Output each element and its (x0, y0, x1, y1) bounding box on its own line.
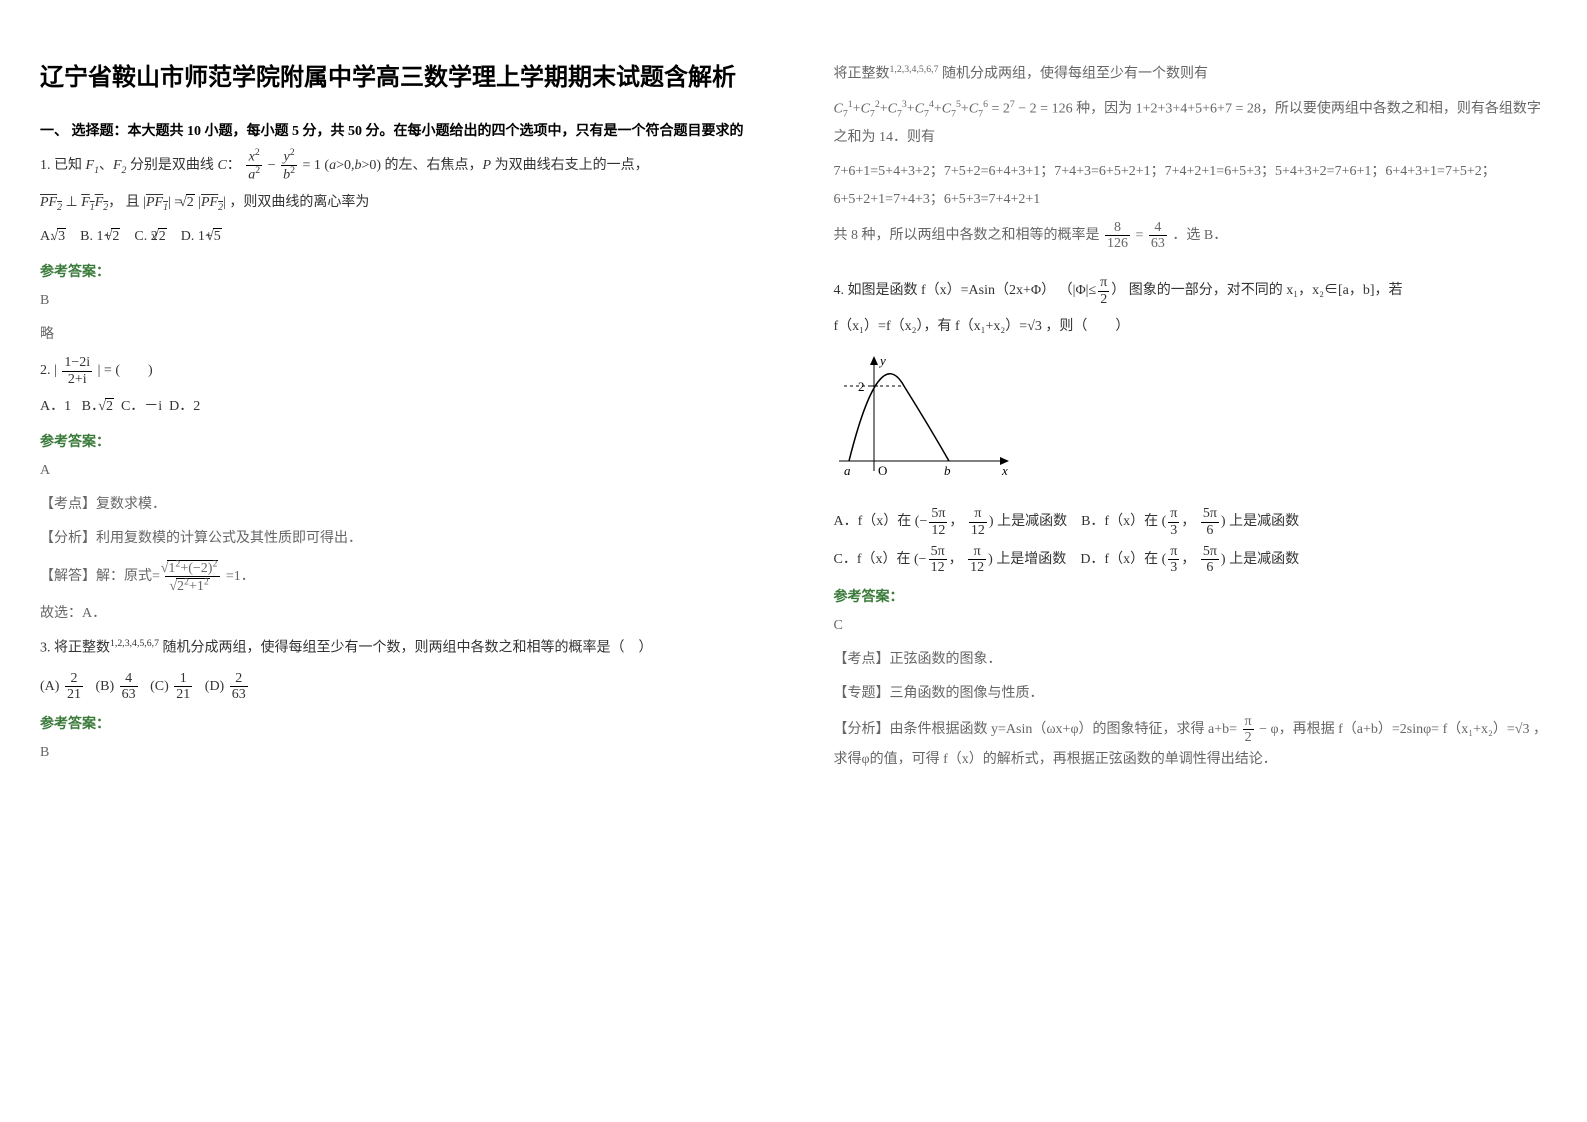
svg-text:y: y (878, 353, 886, 368)
page-title: 辽宁省鞍山市师范学院附属中学高三数学理上学期期末试题含解析 (40, 60, 754, 96)
svg-text:b: b (944, 463, 951, 478)
q4-stem: 4. 如图是函数 f（x）=Asin（2x+Φ） （|Φ|≤π2） 图象的一部分… (834, 275, 1548, 341)
svg-text:O: O (878, 463, 887, 478)
q2-options: A．1 B．2 C．－i D．2 (40, 393, 754, 421)
answer-label: 参考答案： (834, 586, 1548, 606)
answer-label: 参考答案： (40, 261, 754, 281)
svg-text:a: a (844, 463, 851, 478)
sine-figure: y x 2 a O b (834, 351, 1548, 496)
q1-stem: 1. 已知 F1、F2 分别是双曲线 C： x2a2 − y2b2 = 1 (a… (40, 148, 754, 251)
q2-stem: 2. | 1−2i2+i | = ( ) A．1 B．2 C．－i D．2 (40, 355, 754, 421)
q4-options: A．f（x）在 (−5π12， π12) 上是减函数 B．f（x）在 (π3， … (834, 506, 1548, 576)
q4-answer: C 【考点】正弦函数的图象． 【专题】三角函数的图像与性质． 【分析】由条件根据… (834, 612, 1548, 774)
q1-options: A. 3 B. 1+2 C. 22 D. 1+5 (40, 223, 754, 251)
answer-label: 参考答案： (40, 713, 754, 733)
q3-stem: 3. 将正整数1,2,3,4,5,6,7 随机分成两组，使得每组至少有一个数，则… (40, 634, 754, 702)
q3-solution: 将正整数1,2,3,4,5,6,7 随机分成两组，使得每组至少有一个数则有 C7… (834, 60, 1548, 251)
section-1-label: 一、 选择题：本大题共 10 小题，每小题 5 分，共 50 分。在每小题给出的… (40, 120, 754, 140)
q3-answer-letter: B (40, 739, 754, 767)
q1-answer: B 略 (40, 287, 754, 349)
answer-label: 参考答案： (40, 431, 754, 451)
svg-text:x: x (1001, 463, 1008, 478)
q3-options: (A) 221 (B) 463 (C) 121 (D) 263 (40, 671, 754, 703)
q2-answer: A 【考点】复数求模． 【分析】利用复数模的计算公式及其性质即可得出． 【解答】… (40, 457, 754, 628)
